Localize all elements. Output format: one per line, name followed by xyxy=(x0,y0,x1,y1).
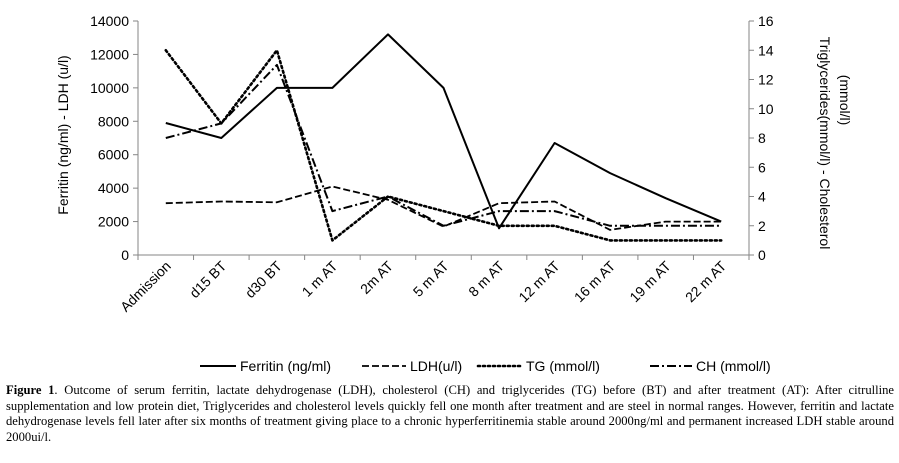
left-tick-label: 0 xyxy=(121,247,129,263)
left-tick-label: 14000 xyxy=(90,13,129,29)
legend-label: TG (mmol/l) xyxy=(526,358,600,374)
right-tick-label: 16 xyxy=(758,13,774,29)
line-chart: 0 2000 4000 6000 8000 10000 12000 14000 0 2 4 6 8 10 1… xyxy=(55,13,853,374)
series-line-tg xyxy=(164,48,723,242)
caption-label: Figure 1 xyxy=(6,383,55,397)
x-tick-label: 5 m AT xyxy=(410,257,452,299)
series-line-ch xyxy=(165,63,722,227)
x-tick-label: 1 m AT xyxy=(299,257,341,299)
left-tick-label: 2000 xyxy=(98,214,129,230)
legend-label: Ferritin (ng/ml) xyxy=(240,358,331,374)
figure-caption: Figure 1. Outcome of serum ferritin, lac… xyxy=(6,383,894,445)
left-tick-label: 4000 xyxy=(98,180,129,196)
right-tick-label: 0 xyxy=(758,247,766,263)
right-tick-label: 8 xyxy=(758,130,766,146)
right-tick-label: 12 xyxy=(758,72,774,88)
left-tick-label: 10000 xyxy=(90,80,129,96)
legend-label: LDH(u/l) xyxy=(410,358,462,374)
x-tick-label: 16 m AT xyxy=(571,257,619,305)
right-tick-label: 4 xyxy=(758,189,766,205)
x-tick-label: 22 m AT xyxy=(682,257,730,305)
x-tick-label: 12 m AT xyxy=(515,257,563,305)
series-line-ldhul xyxy=(165,185,722,231)
left-tick-label: 8000 xyxy=(98,113,129,129)
right-tick-label: 6 xyxy=(758,159,766,175)
right-tick-label: 2 xyxy=(758,218,766,234)
right-tick-label: 14 xyxy=(758,42,774,58)
legend-label: CH (mmol/l) xyxy=(696,358,771,374)
chart-legend: Ferritin (ng/ml) LDH(u/l) TG (mmol/l) CH (m… xyxy=(200,358,771,374)
right-axis-title: Triglycerides(mmol/l) - Cholesterol xyxy=(817,37,833,250)
chart-series xyxy=(164,33,723,242)
left-axis-title: Ferritin (ng/ml) - LDH (u/l) xyxy=(55,55,71,214)
x-tick-label: 2m AT xyxy=(357,257,397,297)
right-axis-title-line2: (mmol/l) xyxy=(837,75,853,126)
x-tick-label: d15 BT xyxy=(186,257,230,301)
x-tick-label: d30 BT xyxy=(242,257,286,301)
x-tick-label: 8 m AT xyxy=(465,257,507,299)
x-tick-label: 19 m AT xyxy=(626,257,674,305)
left-tick-label: 12000 xyxy=(90,46,129,62)
caption-text: . Outcome of serum ferritin, lactate deh… xyxy=(6,383,894,444)
right-tick-label: 10 xyxy=(758,101,774,117)
left-tick-label: 6000 xyxy=(98,147,129,163)
series-line-ferritin xyxy=(165,33,722,230)
chart-axes: 0 2000 4000 6000 8000 10000 12000 14000 0 2 4 6 8 10 1… xyxy=(55,13,853,315)
x-tick-label: Admission xyxy=(117,258,174,315)
